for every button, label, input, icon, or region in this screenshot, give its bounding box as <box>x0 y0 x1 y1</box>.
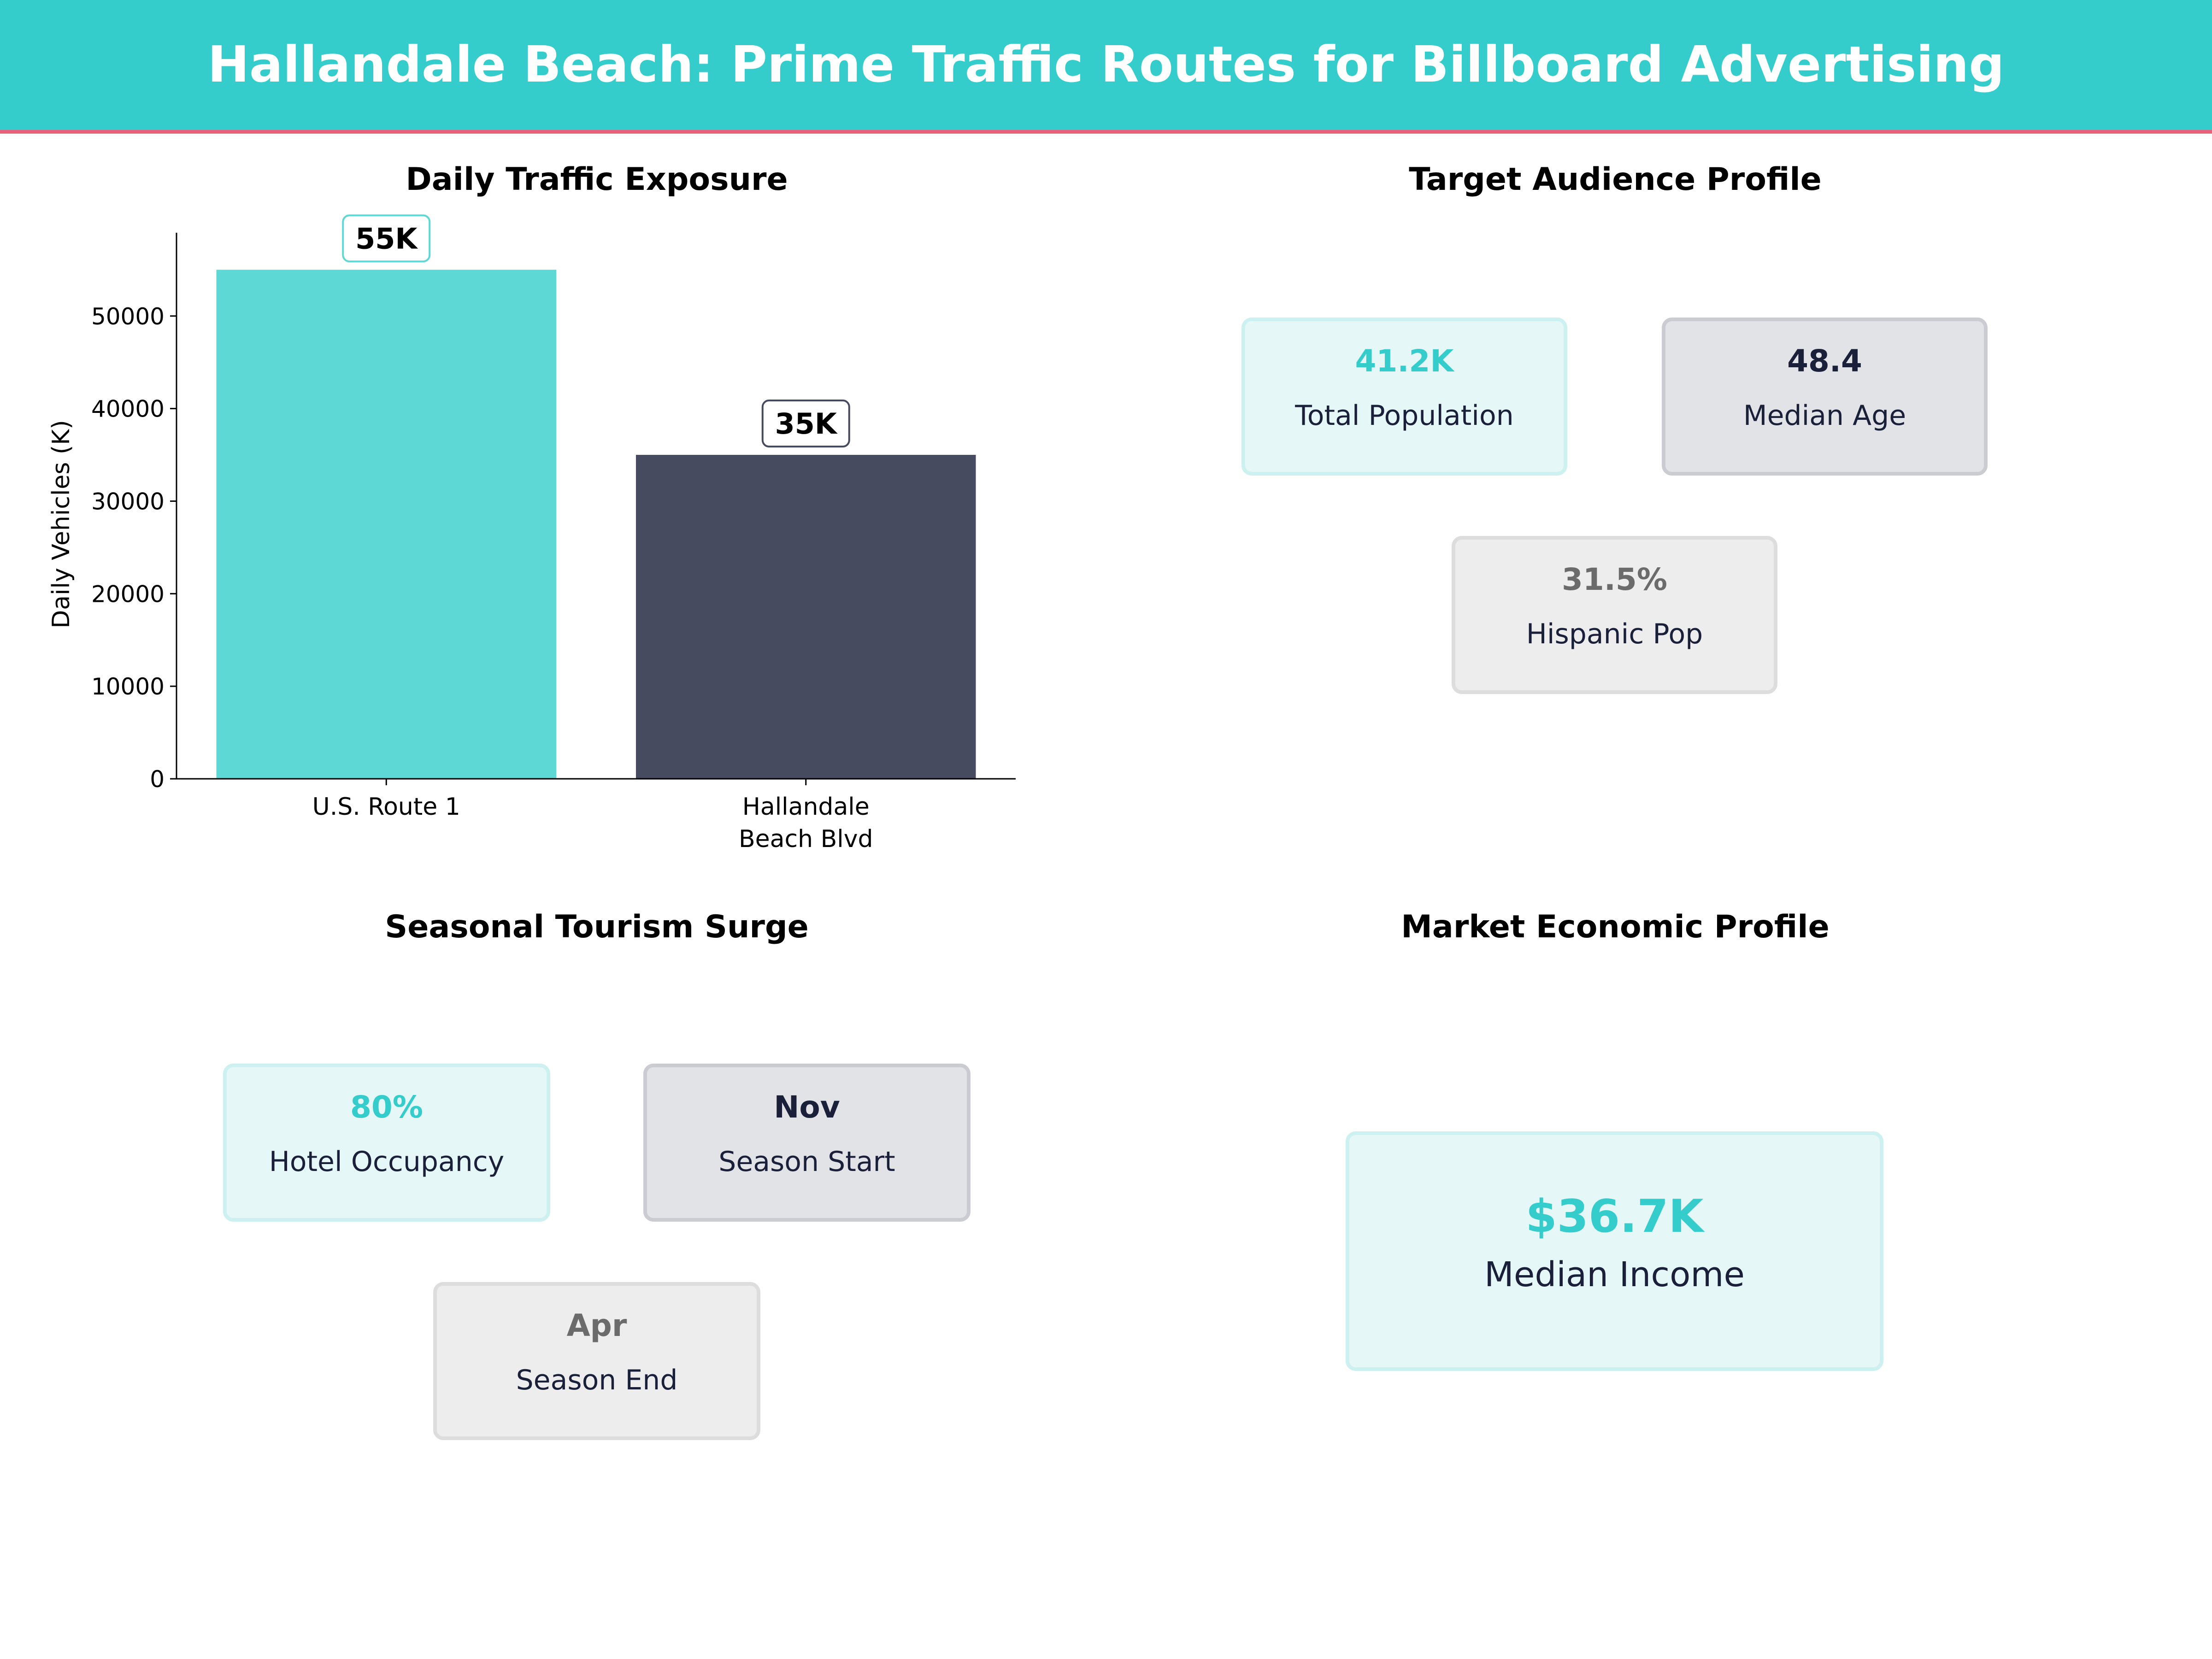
y-tick-label: 30000 <box>91 488 165 515</box>
card-label: Total Population <box>1295 400 1514 432</box>
y-tick-label: 40000 <box>91 396 165 423</box>
card-label: Season End <box>516 1364 678 1396</box>
hotel-occupancy-card: 80% Hotel Occupancy <box>223 1064 550 1222</box>
traffic-bar-chart: 55K U.S. Route 1 35K Hallandale Beach Blvd 0 1… <box>47 214 1016 853</box>
card-value: Apr <box>566 1308 627 1343</box>
y-tick-label: 10000 <box>91 673 165 700</box>
card-value: 31.5% <box>1562 562 1667 597</box>
season-end-card: Apr Season End <box>433 1282 760 1440</box>
card-label: Median Income <box>1484 1255 1745 1294</box>
header-banner <box>0 0 2212 134</box>
card-value: $36.7K <box>1525 1190 1704 1243</box>
x-tick-label: U.S. Route 1 <box>312 793 460 821</box>
economy-panel-title: Market Economic Profile <box>1401 909 1830 945</box>
tourism-panel-title: Seasonal Tourism Surge <box>385 909 809 945</box>
card-value: 41.2K <box>1355 343 1454 379</box>
total-population-card: 41.2K Total Population <box>1241 318 1567 476</box>
card-label: Hispanic Pop <box>1526 618 1703 650</box>
median-income-card: $36.7K Median Income <box>1346 1131 1883 1371</box>
card-label: Season Start <box>718 1146 895 1178</box>
card-label: Hotel Occupancy <box>269 1146 505 1178</box>
data-label: 55K <box>355 222 418 255</box>
x-tick-label: Beach Blvd <box>739 825 873 853</box>
card-label: Median Age <box>1743 400 1906 432</box>
data-label-box <box>761 400 850 448</box>
y-tick-label: 50000 <box>91 303 165 330</box>
bar <box>635 455 976 779</box>
y-axis-label: Daily Vehicles (K) <box>47 420 75 628</box>
season-start-card: Nov Season Start <box>643 1064 971 1222</box>
hispanic-pop-card: 31.5% Hispanic Pop <box>1452 536 1777 694</box>
card-value: 80% <box>350 1089 423 1125</box>
bar <box>216 270 557 779</box>
traffic-chart-title: Daily Traffic Exposure <box>406 161 788 198</box>
data-label: 35K <box>775 407 838 441</box>
data-label-box <box>342 214 431 263</box>
page-title: Hallandale Beach: Prime Traffic Routes f… <box>207 36 2005 94</box>
x-tick-label: Hallandale <box>742 793 870 821</box>
y-tick-label: 0 <box>150 766 165 793</box>
card-value: 48.4 <box>1787 343 1862 379</box>
card-value: Nov <box>774 1089 840 1125</box>
median-age-card: 48.4 Median Age <box>1662 318 1988 476</box>
y-tick-label: 20000 <box>91 581 165 607</box>
audience-panel-title: Target Audience Profile <box>1409 161 1822 198</box>
